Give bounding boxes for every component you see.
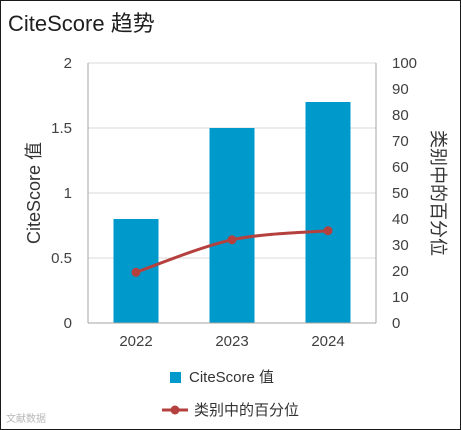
legend-line-marker	[170, 405, 180, 415]
right-tick-label: 10	[392, 289, 409, 306]
bar-2023	[209, 128, 255, 323]
right-tick-label: 30	[392, 237, 409, 254]
right-tick-label: 0	[392, 315, 400, 332]
x-tick-label: 2023	[215, 333, 248, 350]
percentile-point-2022	[131, 267, 141, 277]
left-tick-label: 0.5	[51, 250, 72, 267]
right-tick-label: 90	[392, 81, 409, 98]
right-tick-label: 60	[392, 159, 409, 176]
right-tick-label: 80	[392, 107, 409, 124]
bars	[113, 102, 351, 323]
legend-bar-label: CiteScore 值	[189, 369, 274, 386]
legend-bar-swatch	[170, 372, 181, 383]
right-tick-label: 100	[392, 55, 417, 72]
chart-title: CiteScore 趋势	[8, 11, 155, 36]
x-tick-label: 2024	[311, 333, 344, 350]
left-tick-label: 0	[64, 315, 72, 332]
right-tick-label: 40	[392, 211, 409, 228]
percentile-line	[131, 226, 333, 277]
right-tick-label: 20	[392, 263, 409, 280]
left-tick-label: 1	[64, 185, 72, 202]
percentile-point-2024	[323, 226, 333, 236]
y-axis-right-title: 类别中的百分位	[428, 130, 448, 256]
right-tick-label: 70	[392, 133, 409, 150]
bar-2024	[305, 102, 351, 323]
x-tick-label: 2022	[119, 333, 152, 350]
axes	[87, 63, 377, 324]
y-axis-title: CiteScore 值	[24, 142, 44, 244]
right-tick-label: 50	[392, 185, 409, 202]
percentile-point-2023	[227, 235, 237, 245]
left-tick-label: 1.5	[51, 120, 72, 137]
left-tick-label: 2	[64, 55, 72, 72]
legend-line-label: 类别中的百分位	[194, 402, 299, 419]
watermark-text: 文献数据	[6, 414, 46, 425]
